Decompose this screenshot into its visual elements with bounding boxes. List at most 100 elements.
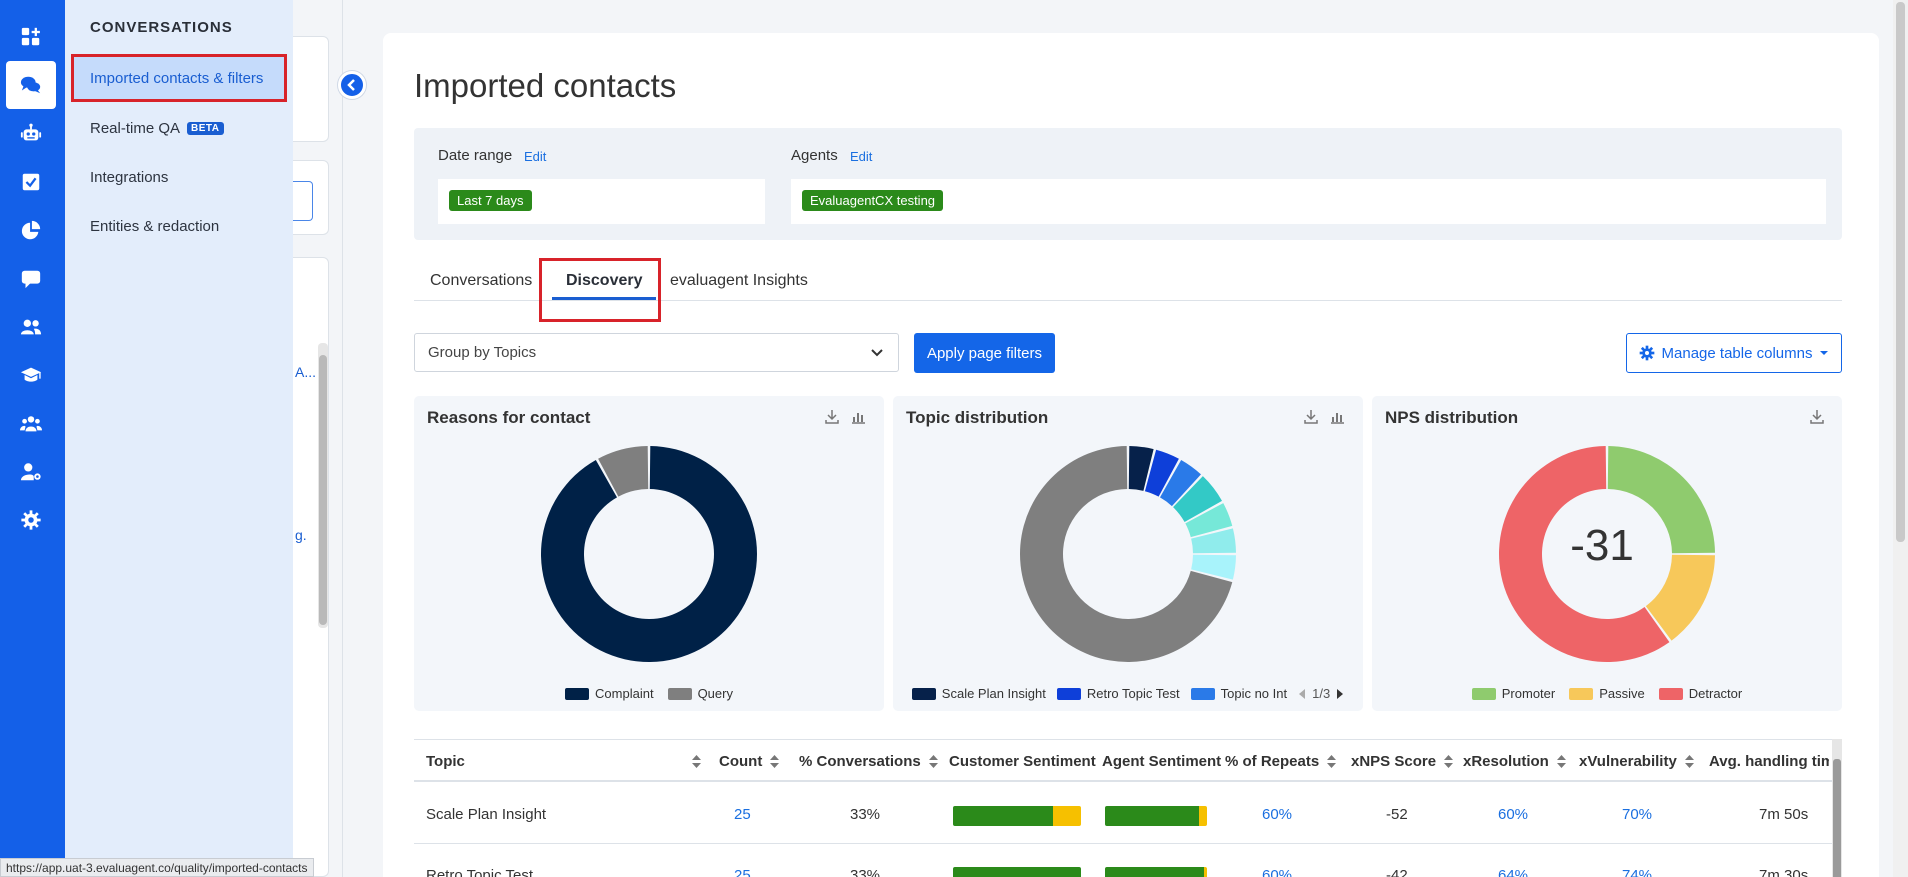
col-xvulnerability[interactable]: xVulnerability bbox=[1579, 740, 1694, 783]
legend-label: Topic no Int bbox=[1220, 686, 1288, 701]
graduation-cap-icon[interactable] bbox=[6, 351, 56, 399]
menu-item-label: Entities & redaction bbox=[90, 217, 220, 235]
team-icon[interactable] bbox=[6, 400, 56, 448]
list-link[interactable]: g. bbox=[295, 527, 307, 543]
legend-item[interactable]: Promoter bbox=[1471, 686, 1555, 701]
col-xnps-score[interactable]: xNPS Score bbox=[1351, 740, 1454, 783]
menu-item-real-time-qa[interactable]: Real-time QA BETA bbox=[71, 104, 287, 152]
dashboard-add-icon[interactable] bbox=[6, 13, 56, 61]
agent-sentiment-bar[interactable] bbox=[1105, 867, 1207, 877]
bar-chart-icon[interactable] bbox=[1329, 409, 1345, 425]
pct-cell: 33% bbox=[850, 866, 881, 877]
download-icon[interactable] bbox=[1809, 409, 1825, 425]
customer-sentiment-bar[interactable] bbox=[953, 867, 1081, 877]
checkbox-icon[interactable] bbox=[6, 158, 56, 206]
legend-item[interactable]: Retro Topic Test bbox=[1056, 686, 1180, 701]
legend-item[interactable]: Detractor bbox=[1658, 686, 1742, 701]
donut-slice-topic-5[interactable] bbox=[1185, 503, 1233, 538]
donut-slice-topic-7[interactable] bbox=[1191, 554, 1236, 580]
chart-title: Reasons for contact bbox=[427, 408, 591, 427]
xresolution-link[interactable]: 60% bbox=[1498, 805, 1529, 823]
col-topic[interactable]: Topic bbox=[426, 740, 701, 783]
col-xresolution[interactable]: xResolution bbox=[1463, 740, 1566, 783]
list-link[interactable]: A... bbox=[295, 364, 317, 380]
caret-down-icon bbox=[1820, 351, 1829, 355]
donut-slice-topic-no-int[interactable] bbox=[1159, 459, 1201, 507]
col-pct-repeats[interactable]: % of Repeats bbox=[1225, 740, 1337, 783]
page-scrollbar[interactable] bbox=[1893, 0, 1908, 877]
donut-slice-retro-topic-test[interactable] bbox=[1144, 449, 1179, 497]
collapse-panel-button[interactable] bbox=[338, 71, 366, 99]
status-bar-url: https://app.uat-3.evaluagent.co/quality/… bbox=[0, 858, 314, 877]
page-scrollbar-thumb[interactable] bbox=[1896, 2, 1905, 542]
table-scrollbar[interactable] bbox=[1832, 739, 1842, 877]
user-settings-icon[interactable] bbox=[6, 448, 56, 496]
repeats-link[interactable]: 60% bbox=[1262, 866, 1293, 877]
list-scrollbar[interactable] bbox=[318, 343, 328, 628]
nps-donut bbox=[1499, 446, 1715, 662]
aht-cell: 7m 30s bbox=[1759, 866, 1809, 877]
menu-item-integrations[interactable]: Integrations bbox=[71, 153, 287, 201]
customer-sentiment-bar[interactable] bbox=[953, 806, 1081, 826]
legend-item[interactable]: Topic no Int bbox=[1190, 686, 1288, 701]
conversations-flyout: CONVERSATIONS Imported contacts & filter… bbox=[65, 0, 293, 877]
menu-item-entities-redaction[interactable]: Entities & redaction bbox=[71, 202, 287, 250]
agent-sentiment-bar[interactable] bbox=[1105, 806, 1207, 826]
pie-chart-icon[interactable] bbox=[6, 207, 56, 255]
agents-edit-link[interactable]: Edit bbox=[850, 149, 873, 164]
donut-slice-promoter[interactable] bbox=[1607, 446, 1715, 554]
count-link[interactable]: 25 bbox=[734, 805, 751, 823]
users-icon[interactable] bbox=[6, 303, 56, 351]
bar-chart-icon[interactable] bbox=[850, 409, 866, 425]
manage-table-columns-button[interactable]: Manage table columns bbox=[1626, 333, 1842, 373]
donut-slice-complaint[interactable] bbox=[541, 446, 757, 662]
download-icon[interactable] bbox=[824, 409, 840, 425]
col-avg-handling-time[interactable]: Avg. handling tim bbox=[1709, 740, 1829, 783]
donut-slice-topic-4[interactable] bbox=[1173, 476, 1223, 523]
legend-item[interactable]: Complaint bbox=[565, 686, 654, 701]
list-search-input[interactable] bbox=[293, 181, 313, 221]
xresolution-link[interactable]: 64% bbox=[1498, 866, 1529, 877]
tab-evaluagent-insights[interactable]: evaluagent Insights bbox=[670, 272, 808, 289]
reasons-donut bbox=[541, 446, 757, 662]
menu-item-imported-contacts[interactable]: Imported contacts & filters bbox=[71, 54, 287, 102]
xvulnerability-link[interactable]: 74% bbox=[1622, 866, 1653, 877]
apply-page-filters-button[interactable]: Apply page filters bbox=[914, 333, 1055, 373]
sort-icon bbox=[1444, 755, 1454, 768]
menu-item-label: Integrations bbox=[90, 168, 169, 186]
table-scrollbar-thumb[interactable] bbox=[1833, 759, 1841, 877]
legend-item[interactable]: Query bbox=[667, 686, 733, 701]
donut-slice-query[interactable] bbox=[598, 446, 649, 497]
tab-discovery[interactable]: Discovery bbox=[566, 272, 643, 289]
date-range-edit-link[interactable]: Edit bbox=[524, 149, 547, 164]
col-count[interactable]: Count bbox=[719, 740, 780, 783]
caret-left-icon[interactable] bbox=[1298, 688, 1306, 699]
list-scrollbar-thumb[interactable] bbox=[319, 355, 327, 625]
xvulnerability-link[interactable]: 70% bbox=[1622, 805, 1653, 823]
legend-item[interactable]: Passive bbox=[1569, 686, 1645, 701]
comment-icon[interactable] bbox=[6, 255, 56, 303]
nps-center-value: -31 bbox=[1570, 521, 1634, 570]
table-row[interactable]: Scale Plan Insight 25 33% 60% -52 60% 70… bbox=[414, 784, 1834, 844]
group-by-select[interactable]: Group by Topics bbox=[414, 333, 899, 372]
col-customer-sentiment[interactable]: Customer Sentiment bbox=[949, 740, 1096, 783]
donut-slice-topic-6[interactable] bbox=[1191, 528, 1236, 554]
legend-label: Complaint bbox=[595, 686, 654, 701]
table-row[interactable]: Retro Topic Test 25 33% 60% -42 64% 74% … bbox=[414, 845, 1834, 877]
donut-slice-passive[interactable] bbox=[1645, 554, 1715, 641]
caret-right-icon[interactable] bbox=[1336, 688, 1344, 699]
tab-conversations[interactable]: Conversations bbox=[430, 272, 533, 289]
repeats-link[interactable]: 60% bbox=[1262, 805, 1293, 823]
col-agent-sentiment[interactable]: Agent Sentiment bbox=[1102, 740, 1221, 783]
count-link[interactable]: 25 bbox=[734, 866, 751, 877]
donut-slice-scale-plan-insight[interactable] bbox=[1128, 446, 1154, 491]
topic-cell: Scale Plan Insight bbox=[426, 805, 547, 823]
legend-item[interactable]: Scale Plan Insight bbox=[911, 686, 1046, 701]
col-pct-conversations[interactable]: % Conversations bbox=[799, 740, 938, 783]
gear-icon[interactable] bbox=[6, 496, 56, 544]
robot-icon[interactable] bbox=[6, 110, 56, 158]
donut-slice-detractor[interactable] bbox=[1499, 446, 1670, 662]
donut-slice-other[interactable] bbox=[1020, 446, 1233, 662]
chat-icon[interactable] bbox=[6, 61, 56, 109]
download-icon[interactable] bbox=[1303, 409, 1319, 425]
